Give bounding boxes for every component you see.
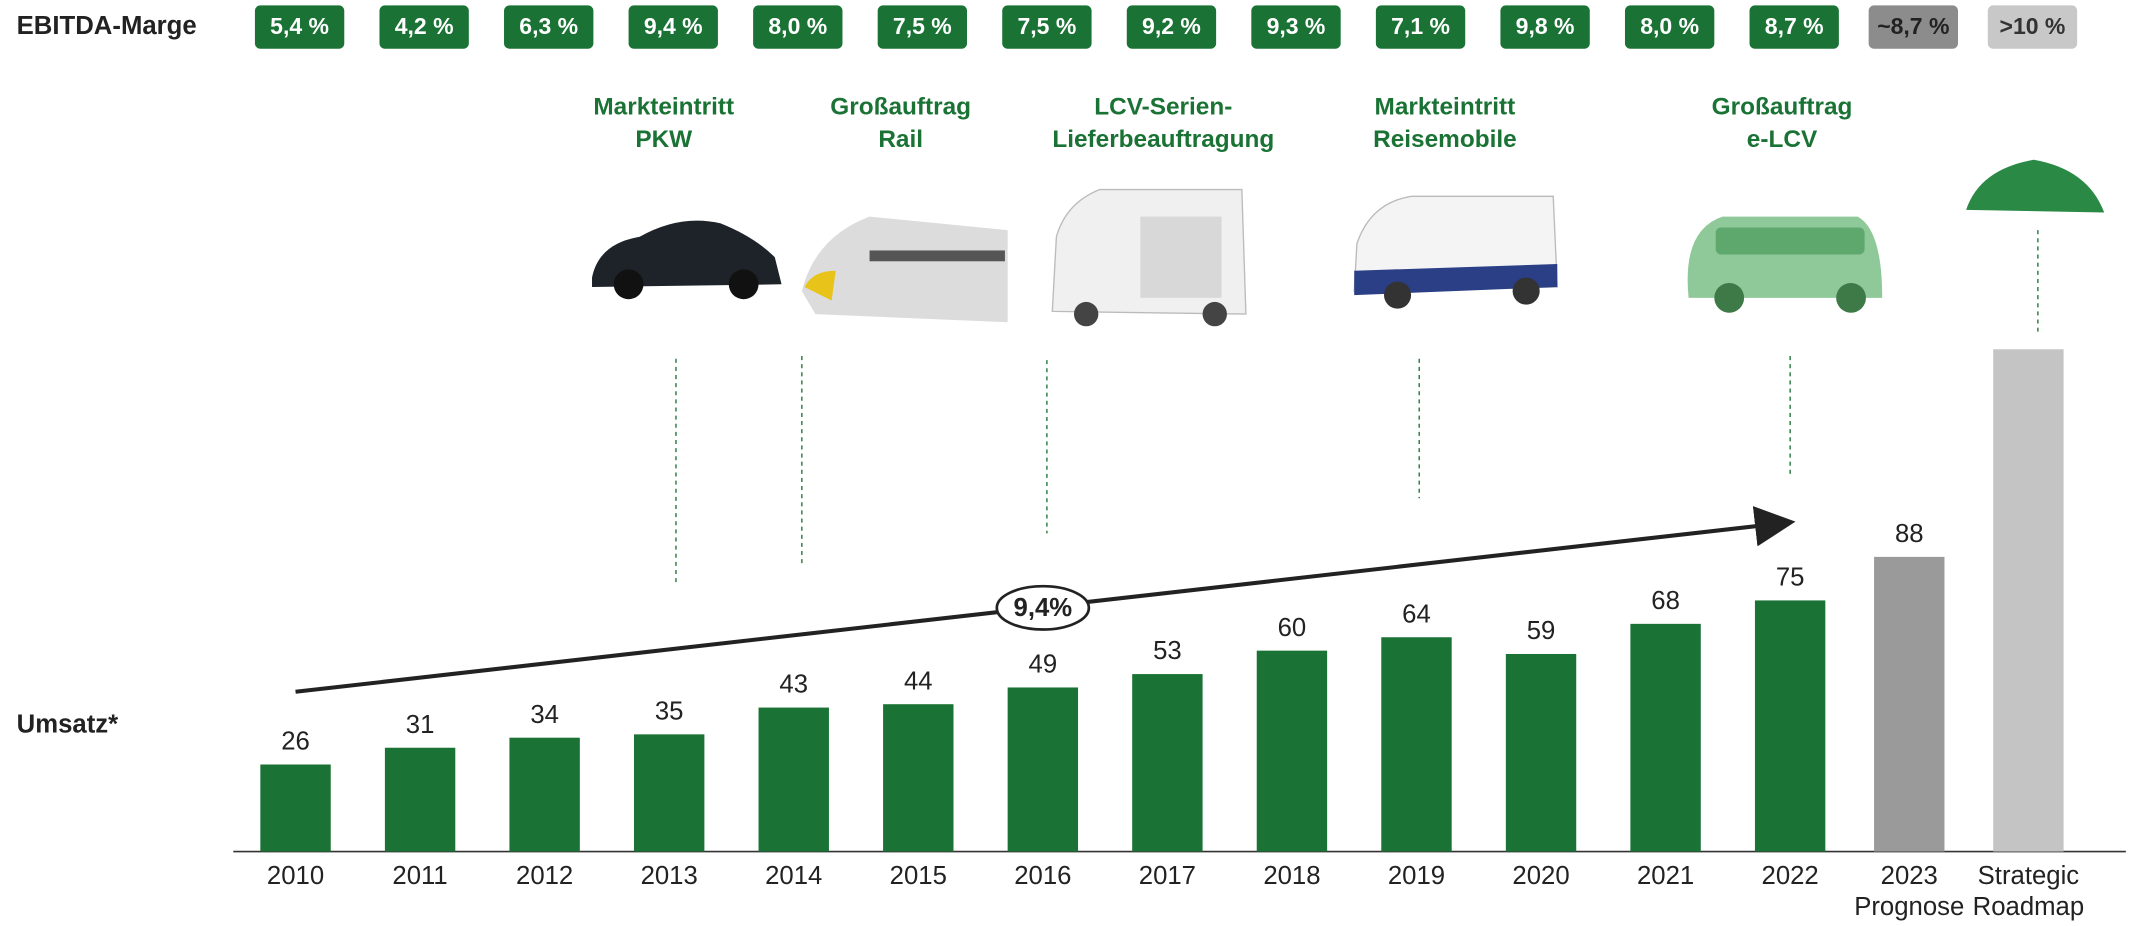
bar	[384, 747, 456, 852]
margin-row-label: EBITDA-Marge	[17, 12, 197, 40]
x-tick-label: 2010	[267, 862, 324, 890]
margin-box	[1624, 5, 1715, 49]
milestone-label: Großauftrag	[1712, 94, 1853, 121]
bar	[1256, 650, 1328, 852]
margin-box	[1251, 5, 1341, 49]
covered-car-image	[1966, 159, 2105, 213]
bar	[260, 764, 331, 852]
bar	[633, 734, 705, 852]
cagr-badge	[995, 584, 1091, 631]
value-label: 68	[1651, 587, 1680, 615]
margin-box	[379, 5, 469, 49]
x-tick-label: 2016	[1014, 862, 1071, 890]
margin-label: 8,0 %	[768, 13, 827, 39]
margin-box	[1375, 5, 1466, 49]
margin-box	[1868, 5, 1959, 49]
margin-box	[254, 5, 345, 49]
margin-label: 5,4 %	[270, 13, 329, 39]
value-label: 75	[1776, 564, 1805, 592]
margin-box	[1987, 5, 2078, 49]
milestone-label: Rail	[878, 126, 923, 153]
bar	[1505, 653, 1577, 852]
x-tick-label: 2013	[641, 862, 698, 890]
x-tick-label: 2015	[890, 862, 947, 890]
margin-box	[1749, 5, 1839, 49]
x-tick-label: 2018	[1263, 862, 1320, 890]
revenue-row-label: Umsatz*	[17, 710, 118, 738]
margin-label: 7,5 %	[1017, 13, 1076, 39]
x-tick-label: 2020	[1512, 862, 1569, 890]
margin-box	[628, 5, 718, 49]
margin-box	[504, 5, 594, 49]
x-tick-label: 2021	[1637, 862, 1694, 890]
bar	[509, 737, 580, 852]
value-label: 59	[1527, 617, 1556, 645]
margin-label: 9,2 %	[1142, 13, 1201, 39]
camper-image	[1353, 195, 1558, 309]
bar	[1007, 687, 1079, 852]
x-tick-label: 2017	[1139, 862, 1196, 890]
value-label: 34	[530, 701, 559, 729]
margin-label: 9,4 %	[644, 13, 703, 39]
value-label: 64	[1402, 600, 1431, 628]
milestone-label: e-LCV	[1747, 126, 1818, 153]
x-tick-label: 2019	[1388, 862, 1445, 890]
value-label: 44	[904, 667, 933, 695]
bar	[1993, 349, 2064, 852]
milestone-label: LCV-Serien-	[1094, 94, 1232, 121]
bar	[1874, 556, 1945, 852]
x-tick-label: Prognose	[1854, 893, 1964, 921]
margin-box	[877, 5, 968, 49]
milestone-label: PKW	[635, 126, 692, 153]
milestone-label: Lieferbeauftragung	[1052, 126, 1274, 153]
margin-label: 9,3 %	[1267, 13, 1326, 39]
x-tick-label: 2011	[392, 862, 447, 890]
margin-label: >10 %	[2000, 13, 2066, 39]
value-label: 26	[281, 728, 310, 756]
value-label: 60	[1278, 614, 1307, 642]
margin-box	[1500, 5, 1590, 49]
bar	[1132, 674, 1203, 852]
x-tick-label: Strategic	[1978, 862, 2080, 890]
x-tick-label: 2022	[1762, 862, 1819, 890]
bar	[883, 704, 954, 852]
x-tick-label: 2012	[516, 862, 573, 890]
margin-label: 9,8 %	[1516, 13, 1575, 39]
margin-label: 7,5 %	[893, 13, 952, 39]
bar	[758, 707, 829, 852]
cagr-label: 9,4%	[1014, 594, 1073, 622]
margin-label: 6,3 %	[519, 13, 578, 39]
margin-label: ~8,7 %	[1877, 13, 1949, 39]
margin-box	[1002, 5, 1092, 49]
milestone-label: Markteintritt	[1375, 94, 1516, 121]
margin-label: 7,1 %	[1391, 13, 1450, 39]
milestone-label: Großauftrag	[830, 94, 971, 121]
x-tick-label: 2014	[765, 862, 822, 890]
margin-label: 8,0 %	[1640, 13, 1699, 39]
car-image	[592, 220, 782, 300]
margin-box	[1126, 5, 1217, 49]
value-label: 31	[406, 711, 435, 739]
value-label: 35	[655, 697, 684, 725]
train-image	[801, 216, 1008, 323]
x-tick-label: Roadmap	[1973, 893, 2085, 921]
margin-label: 4,2 %	[395, 13, 454, 39]
margin-label: 8,7 %	[1765, 13, 1824, 39]
value-label: 49	[1029, 651, 1058, 679]
milestone-label: Markteintritt	[593, 94, 734, 121]
bar	[1381, 637, 1452, 852]
milestone-label: Reisemobile	[1373, 126, 1517, 153]
value-label: 43	[779, 671, 808, 699]
bar	[1754, 600, 1826, 852]
bar	[1630, 623, 1701, 852]
value-label: 88	[1895, 520, 1924, 548]
ev-van-image	[1687, 216, 1883, 313]
x-tick-label: 2023	[1881, 862, 1938, 890]
value-label: 53	[1153, 637, 1182, 665]
van-image	[1051, 188, 1247, 327]
margin-box	[753, 5, 843, 49]
